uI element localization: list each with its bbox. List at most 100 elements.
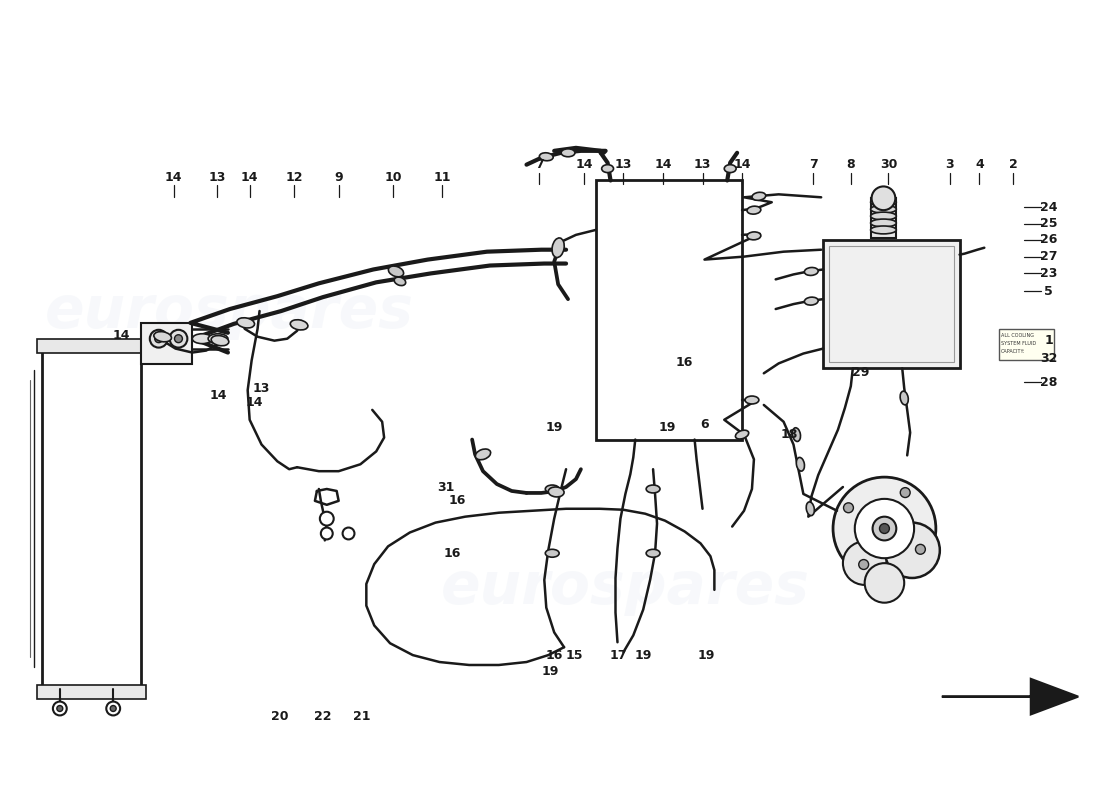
Text: 1: 1 <box>1044 334 1053 347</box>
Circle shape <box>155 334 163 342</box>
Circle shape <box>320 512 333 526</box>
Ellipse shape <box>870 198 896 206</box>
Bar <box>596 181 742 439</box>
Bar <box>37 338 146 353</box>
Text: 10: 10 <box>384 171 402 184</box>
Text: eurospares: eurospares <box>441 559 810 616</box>
Text: 26: 26 <box>1040 234 1057 246</box>
Ellipse shape <box>539 153 553 161</box>
Text: SYSTEM FLUID: SYSTEM FLUID <box>1001 341 1036 346</box>
Bar <box>823 240 959 368</box>
Ellipse shape <box>870 206 896 213</box>
Text: 9: 9 <box>334 171 343 184</box>
Circle shape <box>342 527 354 539</box>
Text: 27: 27 <box>1040 250 1057 263</box>
Ellipse shape <box>192 334 212 344</box>
Text: 24: 24 <box>1040 201 1057 214</box>
Ellipse shape <box>806 502 814 516</box>
Text: 14: 14 <box>245 397 263 410</box>
Text: ALL COOLING: ALL COOLING <box>1001 333 1034 338</box>
Text: 20: 20 <box>271 710 288 723</box>
Text: 23: 23 <box>1040 267 1057 280</box>
Text: 30: 30 <box>880 158 898 171</box>
Text: 29: 29 <box>852 366 869 379</box>
Text: 28: 28 <box>1040 376 1057 389</box>
Text: eurospares: eurospares <box>45 282 415 339</box>
Text: 4: 4 <box>975 158 983 171</box>
Ellipse shape <box>646 485 660 493</box>
Circle shape <box>833 477 936 580</box>
Ellipse shape <box>870 226 896 234</box>
Ellipse shape <box>290 320 308 330</box>
Text: 16: 16 <box>443 546 461 560</box>
Text: 15: 15 <box>565 649 583 662</box>
Text: 21: 21 <box>353 710 370 723</box>
Bar <box>141 323 192 365</box>
Text: 25: 25 <box>1040 218 1057 230</box>
Text: 6: 6 <box>701 418 708 431</box>
Circle shape <box>855 499 914 558</box>
Circle shape <box>321 527 332 539</box>
Circle shape <box>57 706 63 711</box>
Text: CAPACITY:: CAPACITY: <box>1001 349 1025 354</box>
Text: 18: 18 <box>781 428 799 441</box>
Circle shape <box>150 330 167 347</box>
Ellipse shape <box>870 219 896 227</box>
Ellipse shape <box>388 266 404 277</box>
Text: 14: 14 <box>112 330 130 342</box>
Text: 14: 14 <box>734 158 751 171</box>
Text: 16: 16 <box>676 356 693 369</box>
Circle shape <box>872 517 896 541</box>
Text: 14: 14 <box>241 171 258 184</box>
Circle shape <box>844 503 854 513</box>
Circle shape <box>915 544 925 554</box>
Ellipse shape <box>796 458 804 471</box>
Text: 14: 14 <box>209 389 227 402</box>
Circle shape <box>871 186 895 210</box>
Text: 7: 7 <box>535 158 543 171</box>
Circle shape <box>880 523 890 534</box>
Ellipse shape <box>745 396 759 404</box>
Text: 13: 13 <box>208 171 226 184</box>
Circle shape <box>175 334 183 342</box>
Ellipse shape <box>475 449 491 460</box>
Text: 13: 13 <box>253 382 271 394</box>
Text: 19: 19 <box>635 649 652 662</box>
Text: 16: 16 <box>449 494 466 507</box>
Ellipse shape <box>646 550 660 558</box>
Text: 13: 13 <box>615 158 632 171</box>
Ellipse shape <box>804 267 818 275</box>
Bar <box>999 329 1054 361</box>
Ellipse shape <box>900 391 909 405</box>
Ellipse shape <box>394 277 406 286</box>
Ellipse shape <box>736 430 749 439</box>
Text: 2: 2 <box>1009 158 1018 171</box>
Ellipse shape <box>752 192 766 200</box>
Circle shape <box>169 330 187 347</box>
Ellipse shape <box>602 165 614 173</box>
Text: 7: 7 <box>808 158 817 171</box>
Polygon shape <box>942 679 1078 714</box>
Text: 11: 11 <box>433 171 451 184</box>
Circle shape <box>107 702 120 715</box>
Bar <box>42 350 141 686</box>
Text: 3: 3 <box>945 158 954 171</box>
Ellipse shape <box>870 212 896 220</box>
Text: 32: 32 <box>1040 352 1057 365</box>
Text: 5: 5 <box>1044 285 1053 298</box>
Ellipse shape <box>561 149 575 157</box>
Ellipse shape <box>747 206 761 214</box>
Circle shape <box>884 522 939 578</box>
Text: 19: 19 <box>658 421 675 434</box>
Ellipse shape <box>208 334 228 344</box>
Circle shape <box>843 542 887 585</box>
Text: 14: 14 <box>165 171 183 184</box>
Bar <box>829 246 954 362</box>
Circle shape <box>110 706 117 711</box>
Ellipse shape <box>804 297 818 305</box>
Ellipse shape <box>747 232 761 240</box>
Text: 19: 19 <box>546 421 563 434</box>
Ellipse shape <box>546 485 559 493</box>
Text: 8: 8 <box>847 158 855 171</box>
Text: 14: 14 <box>575 158 593 171</box>
